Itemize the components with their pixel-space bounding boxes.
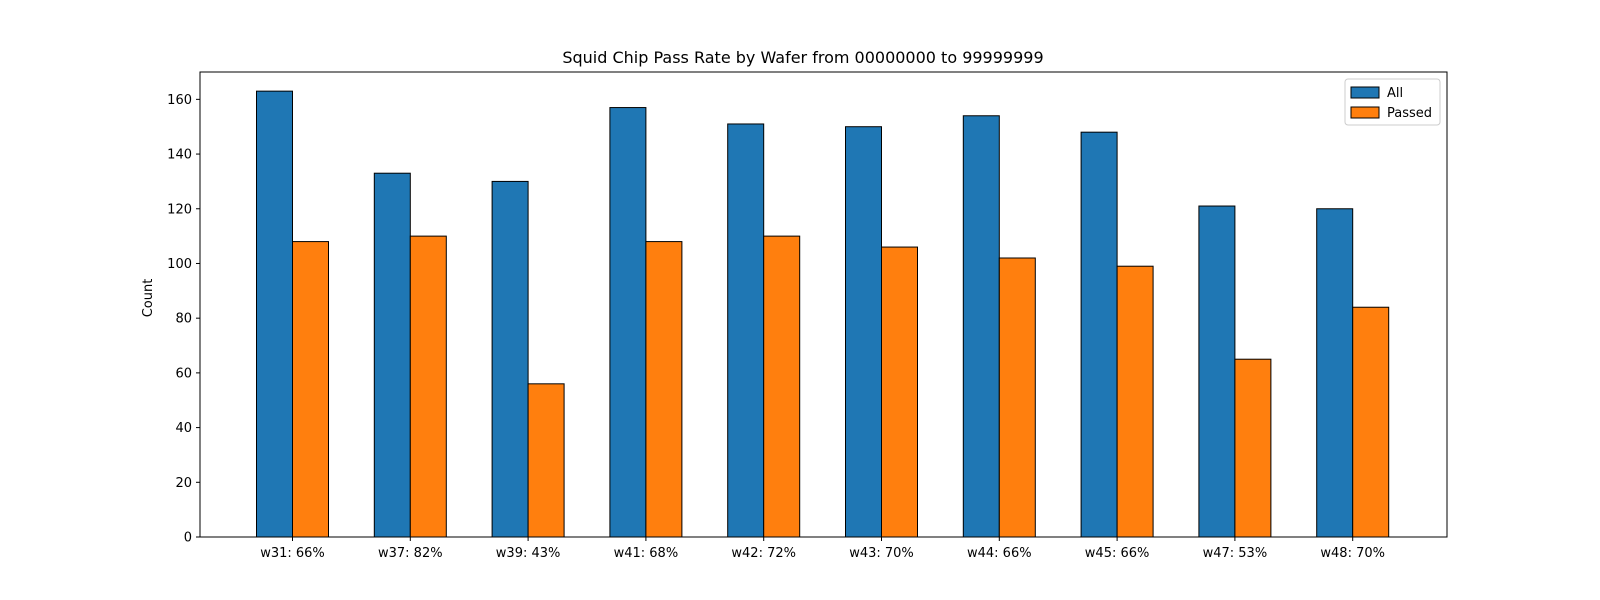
x-tick-label: w47: 53% (1203, 546, 1268, 561)
y-tick-label: 160 (167, 93, 192, 108)
bar-passed-5 (763, 235, 801, 538)
y-tick-label: 80 (175, 312, 192, 327)
x-axis-ticks: w31: 66% w37: 82% w39: 43% w41: 68% w42: 72%… (260, 537, 1385, 561)
bar-passed-8 (1116, 265, 1154, 538)
bar-passed-1 (292, 241, 329, 538)
x-tick-label: w45: 66% (1085, 546, 1150, 561)
bar-passed-6 (881, 246, 918, 538)
y-axis-title: Count (141, 279, 156, 318)
y-tick-label: 140 (167, 148, 192, 163)
x-tick-label: w48: 70% (1320, 546, 1385, 561)
bar-all-7 (962, 115, 1000, 538)
bar-passed-3 (527, 383, 565, 538)
x-tick-label: w42: 72% (731, 546, 796, 561)
bar-all-9 (1198, 205, 1236, 538)
y-axis-ticks: 0 20 40 60 80 100 120 140 160 (167, 93, 200, 546)
legend: All Passed (1344, 78, 1441, 126)
bar-all-1 (256, 90, 293, 538)
plot-area-frame (199, 71, 1448, 538)
y-tick-label: 100 (167, 257, 192, 272)
legend-swatch-passed (1350, 106, 1380, 119)
bar-all-5 (727, 123, 765, 538)
bar-all-6 (845, 126, 882, 538)
y-tick-label: 0 (184, 531, 192, 546)
bars-layer (256, 90, 1390, 538)
y-tick-label: 60 (175, 366, 192, 381)
bar-passed-4 (645, 241, 683, 538)
bar-all-2 (373, 172, 411, 538)
legend-label-all: All (1387, 86, 1403, 101)
chart-title: Squid Chip Pass Rate by Wafer from 00000… (562, 48, 1043, 67)
bar-passed-7 (998, 257, 1036, 538)
bar-all-10 (1316, 208, 1354, 538)
x-tick-label: w37: 82% (378, 546, 443, 561)
x-tick-label: w43: 70% (849, 546, 914, 561)
bar-passed-2 (409, 235, 447, 538)
bar-all-3 (491, 180, 529, 538)
x-tick-label: w31: 66% (260, 546, 325, 561)
y-tick-label: 40 (175, 421, 192, 436)
bar-all-4 (609, 107, 647, 538)
legend-label-passed: Passed (1387, 106, 1432, 121)
x-tick-label: w41: 68% (614, 546, 679, 561)
y-tick-label: 20 (175, 476, 192, 491)
bar-all-8 (1080, 131, 1118, 538)
x-tick-label: w39: 43% (496, 546, 561, 561)
x-tick-label: w44: 66% (967, 546, 1032, 561)
legend-swatch-all (1350, 86, 1380, 99)
bar-passed-10 (1352, 306, 1390, 538)
y-tick-label: 120 (167, 202, 192, 217)
bar-passed-9 (1234, 358, 1272, 538)
